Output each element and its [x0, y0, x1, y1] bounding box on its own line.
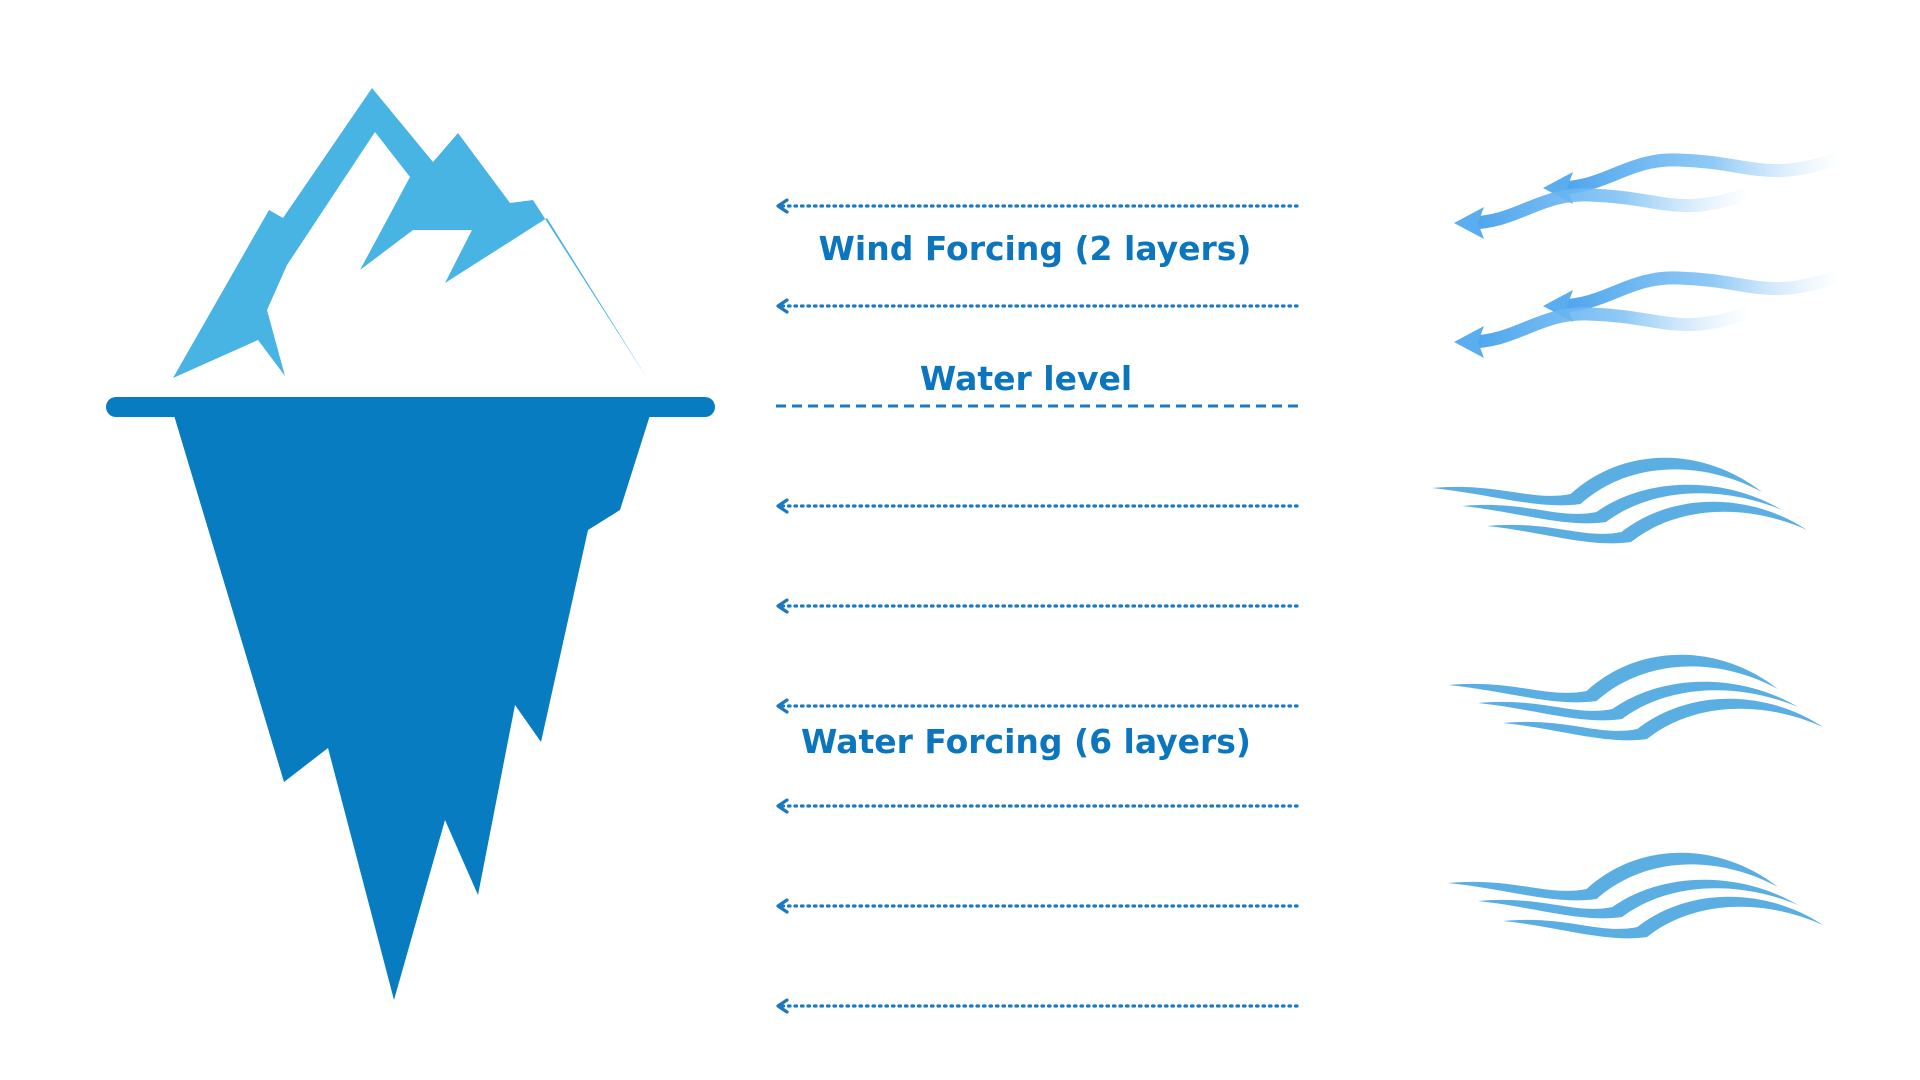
iceberg-underwater: [173, 412, 651, 1000]
water-forcing-label: Water Forcing (6 layers): [796, 723, 1256, 761]
water-layer-arrow-3: [776, 698, 1300, 714]
water-layer-arrow-2: [776, 598, 1300, 614]
wind-layer-arrow-1: [776, 198, 1300, 214]
water-wave-3: [1448, 852, 1823, 939]
wind-forcing-label: Wind Forcing (2 layers): [814, 230, 1256, 268]
layer-arrows: [776, 198, 1300, 1014]
water-waves: [1432, 457, 1823, 939]
water-layer-arrow-5: [776, 898, 1300, 914]
water-wave-1: [1432, 457, 1807, 544]
iceberg-waterline-bar: [106, 397, 715, 417]
water-level-label: Water level: [915, 360, 1137, 398]
iceberg-peaks: [173, 88, 647, 378]
water-layer-arrow-1: [776, 498, 1300, 514]
wind-gust-arrow-2: [1454, 186, 1757, 239]
water-layer-arrow-4: [776, 798, 1300, 814]
wind-arrows: [1454, 151, 1846, 358]
iceberg: [106, 88, 715, 1000]
wind-layer-arrow-2: [776, 298, 1300, 314]
water-layer-arrow-6: [776, 998, 1300, 1014]
wind-gust-arrow-4: [1454, 305, 1757, 358]
water-wave-2: [1448, 654, 1823, 741]
